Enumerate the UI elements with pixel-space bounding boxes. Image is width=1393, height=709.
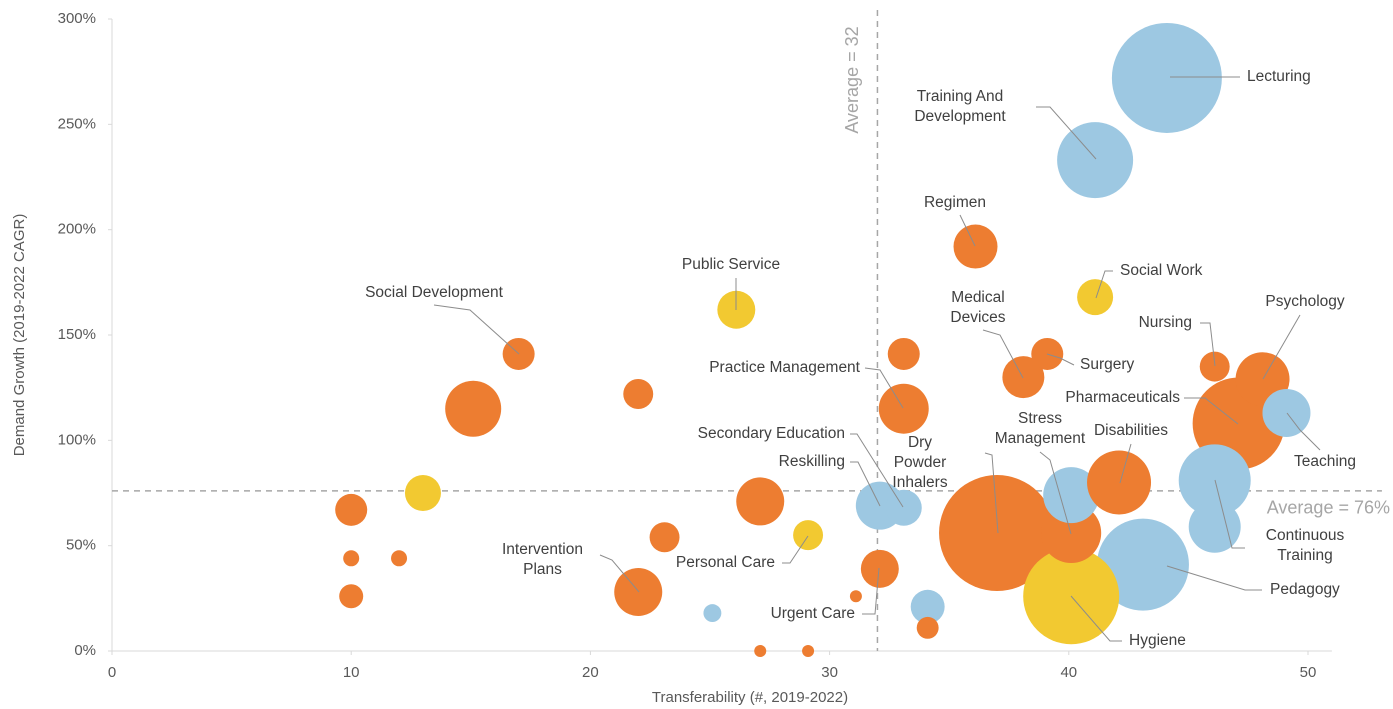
leader-line (984, 452, 999, 534)
bubble (1096, 518, 1189, 611)
x-tick-label: 50 (1300, 664, 1317, 681)
x-tick-label: 30 (821, 664, 838, 681)
x-axis-label: Transferability (#, 2019-2022) (652, 689, 848, 706)
bubble (939, 475, 1056, 592)
y-tick-label: 250% (58, 115, 96, 132)
bubble (887, 337, 920, 370)
leader-line (1184, 397, 1239, 425)
bubble-label: Intervention Plans (502, 541, 583, 578)
bubble (703, 604, 722, 623)
bubble (343, 550, 360, 567)
bubble (1154, 554, 1179, 579)
y-tick-label: 200% (58, 221, 96, 238)
y-tick-label: 50% (66, 537, 96, 554)
leader-line (850, 461, 881, 507)
bubble (649, 522, 680, 553)
leader-line (599, 554, 640, 593)
bubble (445, 380, 502, 437)
bubble (335, 493, 368, 526)
bubble-label: Pharmaceuticals (1065, 389, 1180, 406)
bubble (1057, 122, 1134, 199)
bubble-label: Medical Devices (950, 289, 1006, 326)
bubble-label: Psychology (1265, 293, 1345, 310)
bubble (860, 549, 899, 588)
leader-line (1036, 106, 1097, 160)
x-tick-label: 0 (108, 664, 116, 681)
leader-line (864, 367, 904, 409)
x-tick-label: 40 (1060, 664, 1077, 681)
bubble-label: Pedagogy (1270, 581, 1340, 598)
leader-line (1070, 595, 1122, 642)
bubble-label: Dry Powder Inhalers (892, 434, 948, 491)
leader-line (1286, 412, 1321, 451)
bubble-label: Social Development (365, 284, 503, 301)
bubble-label: Hygiene (1129, 632, 1186, 649)
leader-line (959, 214, 976, 247)
bubble (953, 224, 998, 269)
leader-line (982, 329, 1024, 379)
bubble-label: Public Service (681, 256, 781, 273)
bubble (1002, 356, 1045, 399)
average-label: Average = 76% (1267, 498, 1390, 518)
y-tick-label: 300% (58, 10, 96, 27)
bubble (885, 489, 922, 526)
bubble (1262, 388, 1311, 437)
bubble-label: Lecturing (1247, 68, 1311, 85)
leader-line (1200, 322, 1216, 367)
bubble (1087, 450, 1152, 515)
bubble (736, 477, 785, 526)
bubble-label: Practice Management (709, 359, 860, 376)
bubble (1111, 22, 1222, 133)
bubble (339, 584, 364, 609)
bubble (391, 550, 408, 567)
bubble-label: Reskilling (778, 453, 845, 470)
leader-line (850, 433, 904, 508)
leader-line (782, 535, 809, 564)
bubble-label: Continuous Training (1265, 527, 1345, 564)
leader-line (1119, 443, 1132, 484)
bubble-label: Social Work (1120, 262, 1203, 279)
bubble-label: Nursing (1138, 314, 1192, 331)
bubble-label: Training And Development (914, 88, 1006, 125)
leader-line (862, 567, 880, 615)
bubble (916, 616, 939, 639)
average-label: Average = 32 (842, 26, 862, 133)
bubble (1077, 279, 1114, 316)
y-tick-label: 0% (74, 642, 96, 659)
bubble-label: Stress Management (994, 410, 1086, 447)
bubble-label: Secondary Education (697, 425, 845, 442)
bubble (1043, 467, 1100, 524)
bubble (1188, 500, 1241, 553)
leader-line (1166, 565, 1262, 591)
leader-line (1214, 479, 1245, 549)
bubble-label: Disabilities (1093, 422, 1169, 439)
bubble (1199, 351, 1230, 382)
leader-line (1039, 451, 1072, 535)
bubble (793, 520, 824, 551)
leader-line (433, 304, 520, 355)
y-tick-label: 100% (58, 431, 96, 448)
bubble (849, 590, 862, 603)
y-tick-label: 150% (58, 326, 96, 343)
bubble (910, 589, 945, 624)
bubble (754, 645, 767, 657)
leader-line (1095, 270, 1113, 299)
bubble (404, 475, 441, 511)
bubble (878, 383, 929, 434)
bubble-label: Personal Care (675, 554, 775, 571)
x-tick-label: 10 (343, 664, 360, 681)
leader-line (1262, 314, 1301, 380)
y-axis-label: Demand Growth (2019-2022 CAGR) (11, 214, 28, 457)
bubble-label: Urgent Care (770, 605, 855, 622)
bubble-label: Regimen (923, 194, 987, 211)
bubble (623, 379, 654, 409)
bubble (614, 568, 663, 617)
bubble-label: Surgery (1080, 356, 1135, 373)
leader-line (1046, 353, 1075, 366)
x-tick-label: 20 (582, 664, 599, 681)
bubble (802, 645, 815, 657)
bubble-label: Teaching (1293, 453, 1357, 470)
